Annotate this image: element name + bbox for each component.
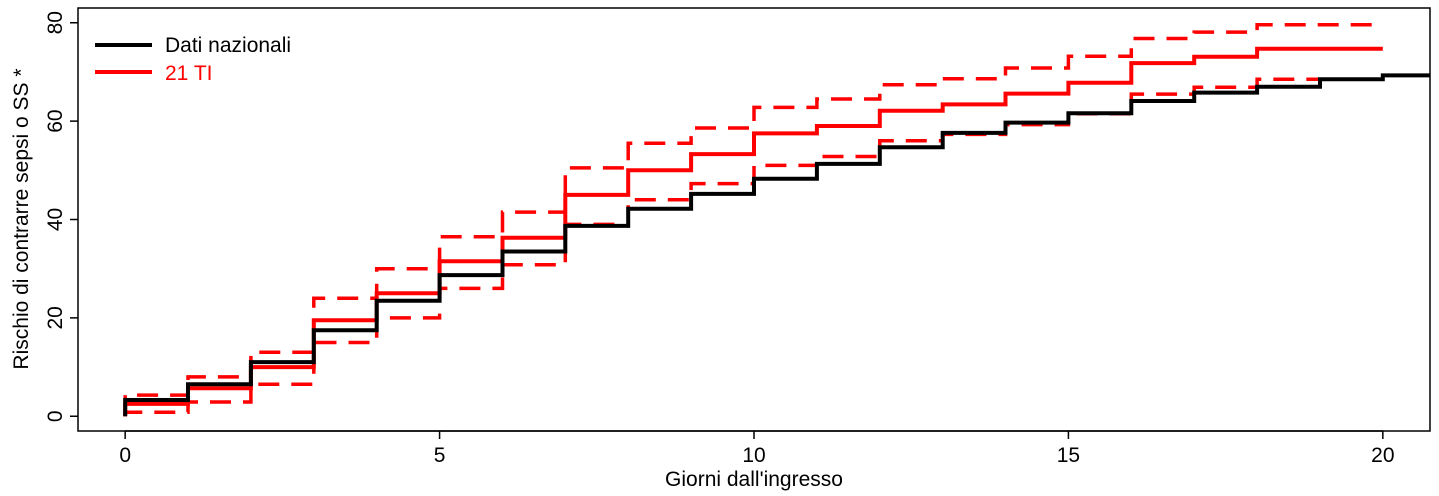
x-tick-label: 15 — [1057, 444, 1080, 467]
legend: Dati nazionali 21 TI — [95, 34, 291, 85]
y-axis-title: Rischio di contrarre sepsi o SS * — [10, 68, 33, 369]
y-axis: 0 20 40 60 80 — [44, 11, 78, 422]
x-tick-label: 20 — [1371, 444, 1394, 467]
x-axis: 0 5 10 15 20 — [119, 430, 1395, 467]
legend-label-dati-nazionali: Dati nazionali — [165, 34, 291, 57]
y-tick-label: 40 — [44, 208, 67, 231]
y-tick-label: 60 — [44, 109, 67, 132]
y-tick-label: 80 — [44, 11, 67, 34]
x-tick-label: 10 — [742, 444, 765, 467]
x-tick-label: 0 — [119, 444, 131, 467]
legend-label-21-ti: 21 TI — [165, 62, 212, 85]
y-tick-label: 0 — [44, 410, 67, 422]
x-tick-label: 5 — [434, 444, 446, 467]
series-line-0-000000 — [123, 73, 1430, 417]
series-layer — [123, 22, 1430, 417]
y-tick-label: 20 — [44, 306, 67, 329]
x-axis-title: Giorni dall'ingresso — [665, 468, 843, 491]
